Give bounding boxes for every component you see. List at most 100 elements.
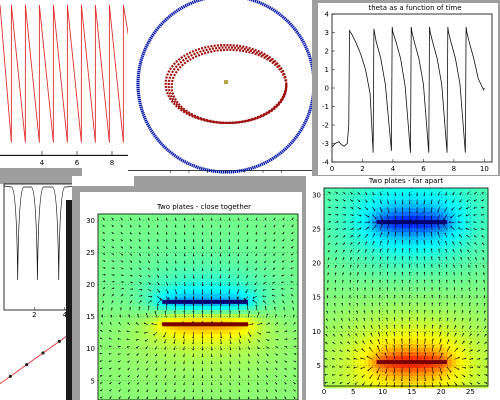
heatmap-cell	[186, 246, 191, 251]
heatmap-cell	[114, 322, 119, 327]
heatmap-cell	[126, 354, 131, 359]
heatmap-cell	[468, 244, 473, 249]
heatmap-cell	[238, 346, 243, 351]
heatmap-cell	[262, 346, 267, 351]
field-arrow-head	[183, 348, 185, 351]
heatmap-cell	[258, 218, 263, 223]
heatmap-cell	[266, 226, 271, 231]
field-arrow-head	[247, 390, 250, 392]
heatmap-cell	[246, 234, 251, 239]
heatmap-cell	[142, 374, 147, 379]
heatmap-cell	[146, 354, 151, 359]
heatmap-cell	[384, 260, 389, 265]
field-arrow-head	[291, 218, 294, 220]
heatmap-cell	[214, 294, 219, 299]
heatmap-cell	[460, 312, 465, 317]
heatmap-cell	[110, 242, 115, 247]
heatmap-cell	[122, 314, 127, 319]
heatmap-cell	[352, 196, 357, 201]
heatmap-cell	[222, 362, 227, 367]
field-arrow-head	[246, 269, 248, 271]
heatmap-cell	[114, 302, 119, 307]
field-arrow	[237, 289, 240, 294]
heatmap-cell	[110, 346, 115, 351]
heatmap-cell	[202, 230, 207, 235]
heatmap-cell	[278, 326, 283, 331]
heatmap-cell	[122, 358, 127, 363]
heatmap-cell	[154, 386, 159, 391]
heatmap-cell	[230, 246, 235, 251]
heatmap-cell	[344, 208, 349, 213]
heatmap-cell	[348, 308, 353, 313]
heatmap-cell	[294, 322, 299, 327]
heatmap-cell	[166, 222, 171, 227]
heatmap-cell	[266, 314, 271, 319]
heatmap-cell	[258, 238, 263, 243]
heatmap-cell	[400, 292, 405, 297]
heatmap-cell	[210, 290, 215, 295]
heatmap-cell	[102, 262, 107, 267]
heatmap-cell	[420, 224, 425, 229]
field-arrow-head	[246, 218, 249, 221]
heatmap-cell	[202, 398, 207, 400]
field-arrow-head	[229, 355, 232, 357]
heatmap-cell	[286, 218, 291, 223]
heatmap-cell	[324, 196, 329, 201]
heatmap-cell	[408, 192, 413, 197]
field-arrow-head	[263, 275, 266, 278]
heatmap-cell	[150, 222, 155, 227]
heatmap-cell	[384, 296, 389, 301]
heatmap-cell	[290, 378, 295, 383]
heatmap-cell	[186, 230, 191, 235]
heatmap-cell	[392, 200, 397, 205]
heatmap-cell	[134, 290, 139, 295]
field-arrow-head	[148, 254, 150, 256]
heatmap-cell	[336, 300, 341, 305]
field-arrow-head	[163, 335, 165, 338]
plates-close-axes-frame	[97, 213, 299, 400]
heatmap-cell	[294, 358, 299, 363]
heatmap-cell	[266, 310, 271, 315]
linear-point	[57, 339, 61, 343]
heatmap-cell	[396, 276, 401, 281]
heatmap-cell	[238, 378, 243, 383]
heatmap-cell	[336, 228, 341, 233]
heatmap-cell	[340, 276, 345, 281]
heatmap-cell	[230, 386, 235, 391]
heatmap-cell	[368, 272, 373, 277]
heatmap-cell	[182, 378, 187, 383]
heatmap-cell	[106, 218, 111, 223]
heatmap-cell	[118, 214, 123, 219]
heatmap-cell	[440, 204, 445, 209]
heatmap-cell	[170, 238, 175, 243]
heatmap-cell	[130, 222, 135, 227]
heatmap-cell	[134, 214, 139, 219]
heatmap-cell	[328, 268, 333, 273]
heatmap-cell	[102, 246, 107, 251]
heatmap-cell	[130, 234, 135, 239]
heatmap-cell	[368, 296, 373, 301]
heatmap-cell	[286, 350, 291, 355]
heatmap-cell	[448, 308, 453, 313]
heatmap-cell	[352, 256, 357, 261]
heatmap-cell	[222, 294, 227, 299]
heatmap-cell	[246, 298, 251, 303]
heatmap-cell	[376, 192, 381, 197]
heatmap-cell	[134, 294, 139, 299]
heatmap-cell	[202, 234, 207, 239]
heatmap-cell	[392, 196, 397, 201]
field-arrow-head	[192, 376, 194, 378]
heatmap-cell	[106, 278, 111, 283]
heatmap-cell	[106, 314, 111, 319]
field-arrow-head	[266, 368, 269, 371]
heatmap-cell	[368, 292, 373, 297]
heatmap-cell	[364, 276, 369, 281]
heatmap-cell	[384, 232, 389, 237]
heatmap-cell	[440, 252, 445, 257]
heatmap-cell	[286, 338, 291, 343]
heatmap-cell	[452, 200, 457, 205]
heatmap-cell	[238, 390, 243, 395]
heatmap-cell	[126, 366, 131, 371]
heatmap-cell	[286, 390, 291, 395]
heatmap-cell	[262, 374, 267, 379]
